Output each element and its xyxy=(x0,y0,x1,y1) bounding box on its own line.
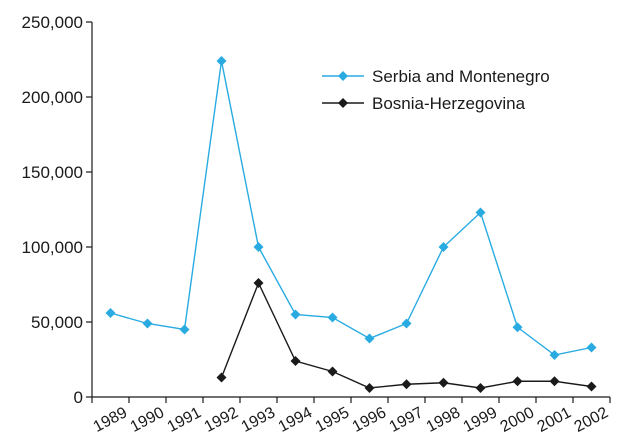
data-point xyxy=(549,350,560,360)
data-point xyxy=(512,376,523,387)
series-2 xyxy=(216,278,597,393)
x-tick-label: 1989 xyxy=(91,404,130,436)
data-point xyxy=(290,356,301,366)
x-tick-label: 2002 xyxy=(572,404,611,436)
data-point xyxy=(142,318,153,329)
data-point xyxy=(327,366,338,377)
data-point xyxy=(364,333,375,344)
legend-label: Serbia and Montenegro xyxy=(372,67,550,86)
series-1 xyxy=(105,56,597,360)
data-point xyxy=(586,381,597,392)
legend-marker xyxy=(338,71,348,81)
x-tick-label: 1998 xyxy=(424,404,463,436)
data-point xyxy=(438,377,449,388)
x-tick-label: 2000 xyxy=(498,404,537,436)
x-tick-label: 1997 xyxy=(387,404,426,436)
x-tick-label: 1991 xyxy=(165,404,204,436)
data-point xyxy=(364,383,375,393)
data-point xyxy=(253,242,264,252)
data-point xyxy=(586,342,597,353)
series-layer xyxy=(105,56,597,393)
series-line xyxy=(110,60,592,356)
x-tick-label: 1996 xyxy=(350,404,389,436)
data-point xyxy=(253,278,264,288)
y-tick-label: 0 xyxy=(74,388,83,407)
legend-marker xyxy=(338,98,348,108)
data-point xyxy=(105,308,116,318)
y-tick-label: 250,000 xyxy=(22,13,83,32)
data-point xyxy=(327,312,338,323)
data-point xyxy=(216,372,227,383)
y-tick-label: 50,000 xyxy=(31,313,83,332)
x-tick-label: 1999 xyxy=(461,404,500,436)
data-point xyxy=(290,309,301,320)
legend-item: Serbia and Montenegro xyxy=(322,67,550,86)
data-point xyxy=(179,324,190,335)
x-tick-label: 1994 xyxy=(276,404,315,436)
data-point xyxy=(401,379,412,390)
x-tick-label: 2001 xyxy=(535,404,574,436)
data-point xyxy=(475,383,486,393)
data-point xyxy=(549,376,560,387)
x-tick-label: 1990 xyxy=(128,404,167,436)
x-tick-label: 1993 xyxy=(239,404,278,436)
series-line xyxy=(220,281,592,389)
data-point xyxy=(401,318,412,329)
x-tick-label: 1992 xyxy=(202,404,241,436)
data-point xyxy=(512,322,523,333)
y-tick-label: 200,000 xyxy=(22,88,83,107)
y-tick-label: 150,000 xyxy=(22,163,83,182)
data-point xyxy=(475,207,486,218)
data-point xyxy=(216,56,227,66)
legend-label: Bosnia-Herzegovina xyxy=(372,94,526,113)
legend-item: Bosnia-Herzegovina xyxy=(322,94,526,113)
data-point xyxy=(438,242,449,252)
x-tick-label: 1995 xyxy=(313,404,352,436)
legend: Serbia and Montenegro Bosnia-Herzegovina xyxy=(322,67,550,113)
y-tick-label: 100,000 xyxy=(22,238,83,257)
